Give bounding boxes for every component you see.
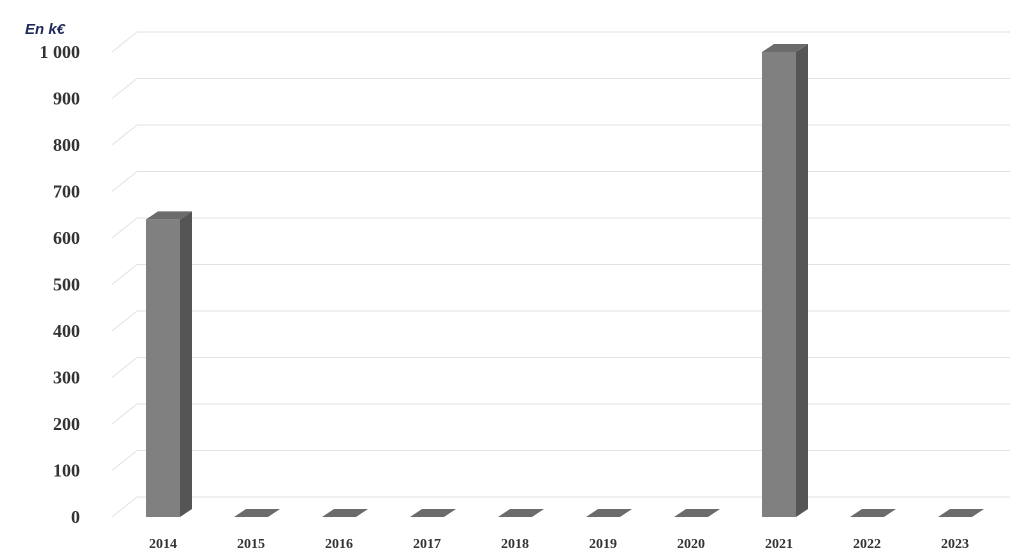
grid-line: [111, 78, 1010, 99]
bar-top: [498, 509, 544, 517]
y-tick-label: 400: [53, 321, 80, 341]
bar-top: [322, 509, 368, 517]
grid-line: [111, 357, 1010, 378]
bar-top: [410, 509, 456, 517]
x-tick-label: 2017: [413, 537, 441, 552]
y-tick-label: 700: [53, 182, 80, 202]
y-tick-label: 300: [53, 368, 80, 388]
x-tick-label: 2018: [501, 537, 529, 552]
bar-top: [762, 44, 808, 52]
bar-side: [180, 211, 192, 517]
grid-line: [111, 171, 1010, 192]
bar-top: [234, 509, 280, 517]
grid-line: [111, 403, 1010, 425]
bar-top: [938, 509, 984, 517]
grid-line: [111, 496, 1010, 518]
y-tick-label: 500: [53, 275, 80, 295]
x-tick-label: 2023: [941, 537, 969, 552]
y-tick-label: 0: [71, 507, 80, 527]
x-tick-label: 2015: [237, 537, 265, 552]
x-tick-label: 2014: [149, 537, 177, 552]
grid-line: [111, 31, 1010, 53]
bar-top: [146, 211, 192, 220]
bar: [762, 52, 796, 517]
grid-line: [111, 450, 1010, 471]
chart-title: En k€: [25, 21, 66, 38]
x-tick-label: 2020: [677, 537, 705, 552]
y-tick-label: 100: [53, 461, 80, 481]
bar: [146, 219, 180, 517]
y-tick-label: 800: [53, 135, 80, 155]
x-tick-label: 2016: [325, 537, 353, 552]
y-tick-label: 900: [53, 89, 80, 109]
bar-top: [586, 509, 632, 517]
bar-side: [796, 44, 808, 517]
grid-line: [111, 124, 1010, 146]
y-tick-label: 600: [53, 228, 80, 248]
y-tick-label: 200: [53, 414, 80, 434]
bar-top: [674, 509, 720, 517]
x-tick-label: 2022: [853, 537, 881, 552]
y-tick-label: 1 000: [40, 42, 81, 62]
x-tick-label: 2021: [765, 537, 793, 552]
bar-top: [850, 509, 896, 517]
grid-line: [111, 217, 1010, 239]
grid-line: [111, 310, 1010, 332]
x-tick-label: 2019: [589, 537, 617, 552]
grid-line: [111, 264, 1010, 285]
